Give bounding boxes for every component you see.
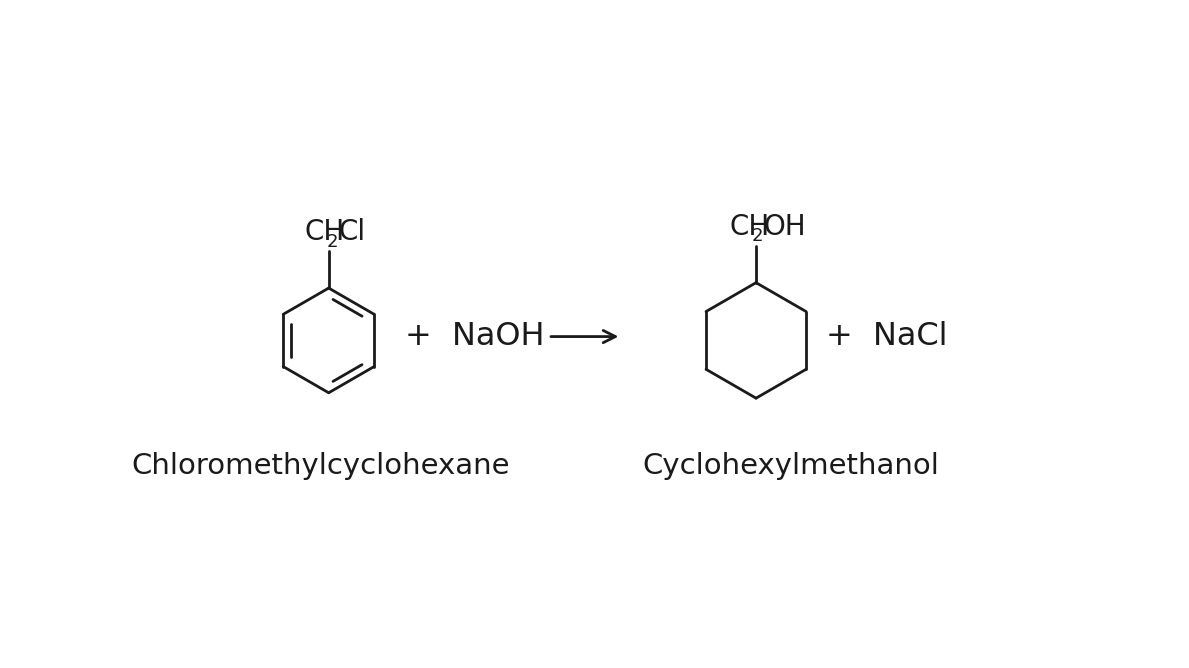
Text: CH: CH	[304, 218, 345, 246]
Text: +  NaOH: + NaOH	[405, 321, 545, 352]
Text: +  NaCl: + NaCl	[826, 321, 948, 352]
Text: Cl: Cl	[339, 218, 366, 246]
Text: OH: OH	[763, 213, 806, 241]
Text: 2: 2	[327, 232, 339, 250]
Text: Cyclohexylmethanol: Cyclohexylmethanol	[642, 452, 939, 480]
Text: 2: 2	[751, 227, 763, 245]
Text: Chloromethylcyclohexane: Chloromethylcyclohexane	[132, 452, 510, 480]
Text: CH: CH	[729, 213, 769, 241]
